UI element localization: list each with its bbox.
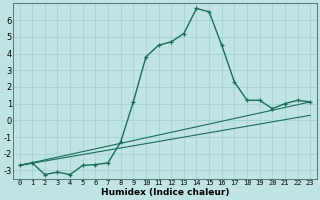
X-axis label: Humidex (Indice chaleur): Humidex (Indice chaleur) [100, 188, 229, 197]
